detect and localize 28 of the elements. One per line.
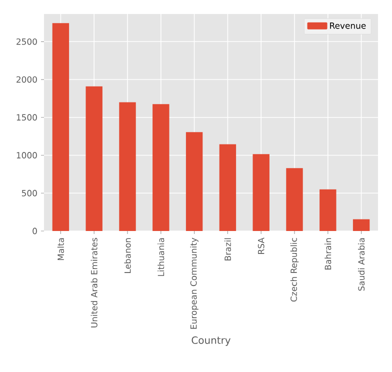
x-tick-label: RSA	[258, 238, 264, 254]
bar	[86, 86, 102, 231]
bar	[352, 219, 370, 231]
x-tick-label: Bahrain	[324, 238, 332, 270]
x-tick-label: Lebanon	[124, 238, 131, 273]
bar	[286, 168, 303, 231]
x-tick-label: United Arab Emirates	[90, 238, 98, 328]
bar	[119, 102, 136, 231]
x-tick-label: European Community	[190, 238, 198, 329]
y-tick-label: 1000	[16, 152, 37, 158]
bar	[252, 154, 270, 231]
y-tick-label: 2500	[16, 38, 37, 45]
bar	[219, 144, 236, 231]
bar	[152, 104, 170, 231]
bar	[52, 23, 70, 231]
x-axis-title: Country	[192, 336, 231, 346]
legend-label: Revenue	[330, 22, 366, 29]
bar	[320, 189, 336, 231]
x-tick-label: Brazil	[224, 238, 231, 260]
y-tick-label: 500	[22, 190, 37, 196]
x-tick-label: Saudi Arabia	[358, 238, 365, 291]
y-tick-label: 2000	[16, 76, 37, 83]
x-tick-label: Lithuania	[158, 238, 164, 276]
y-tick-label: 1500	[16, 114, 37, 121]
x-tick-label: Malta	[57, 238, 64, 260]
bar	[186, 132, 203, 231]
y-tick-label: 0	[32, 228, 37, 234]
x-tick-label: Czech Republic	[290, 238, 299, 302]
